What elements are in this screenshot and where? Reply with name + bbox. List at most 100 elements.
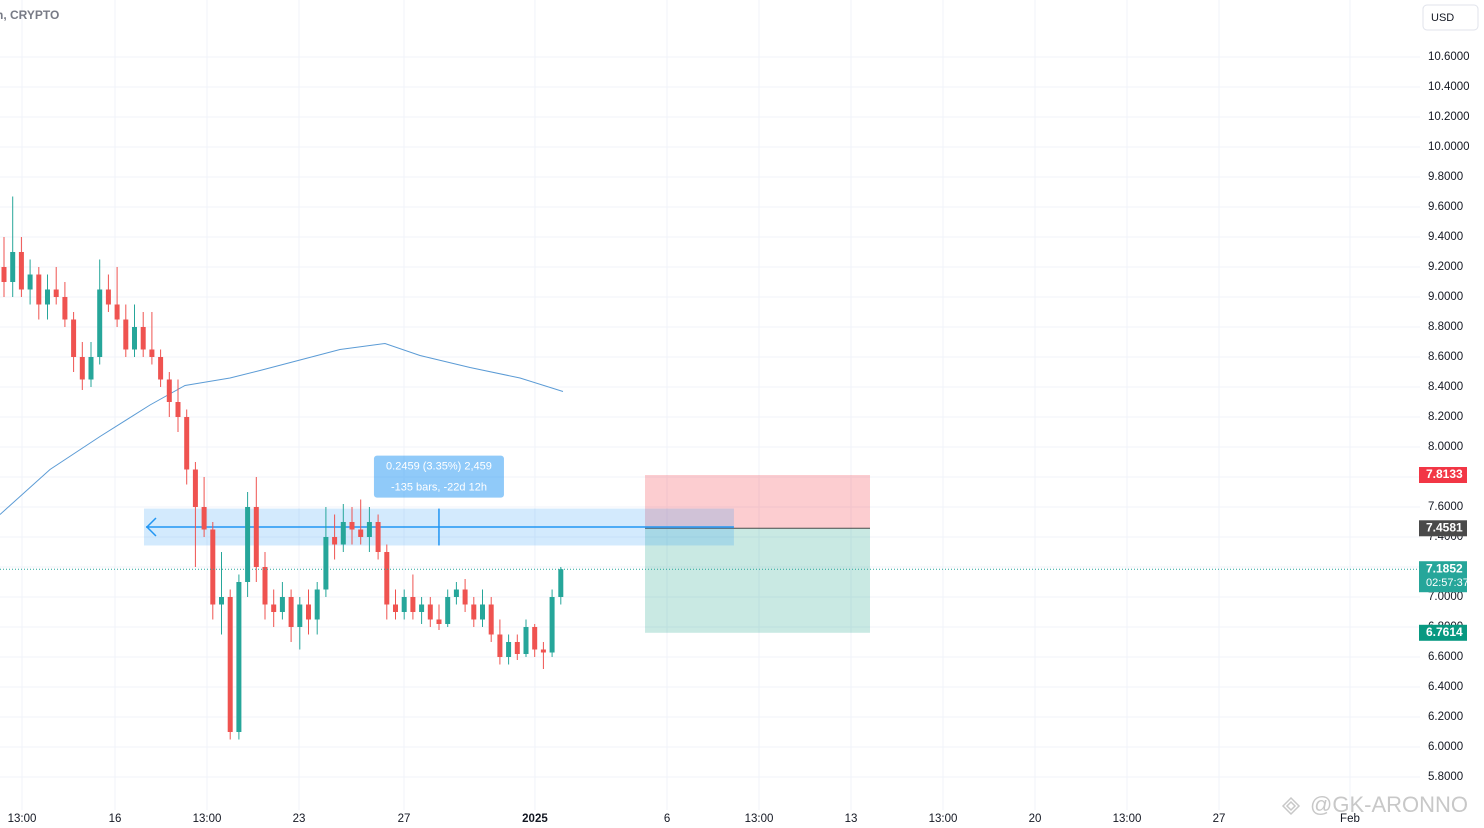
candle-body: [210, 529, 216, 605]
symbol-header: n, CRYPTO: [0, 8, 59, 22]
candle-body: [149, 349, 155, 357]
currency-button[interactable]: [1422, 4, 1479, 31]
y-tick-label: 8.2000: [1428, 411, 1463, 423]
y-tick-label: 10.6000: [1428, 51, 1470, 63]
y-tick-label: 10.2000: [1428, 111, 1470, 123]
candle-body: [497, 634, 503, 657]
candle-body: [427, 604, 433, 620]
x-tick-label: 27: [398, 813, 411, 825]
x-tick-label: 13:00: [1113, 813, 1142, 825]
candle-body: [192, 469, 198, 507]
candle-body: [549, 597, 555, 653]
candle-body: [419, 604, 425, 612]
candle-body: [392, 604, 398, 612]
x-tick-label: 20: [1029, 813, 1042, 825]
candle-body: [340, 522, 346, 545]
candle-body: [384, 552, 390, 605]
x-tick-label: 13:00: [193, 813, 222, 825]
y-tick-label: 9.4000: [1428, 231, 1463, 243]
candle-body: [479, 604, 485, 620]
candle-body: [114, 304, 120, 320]
price-label-box: [1419, 561, 1467, 593]
candle-body: [10, 252, 16, 282]
x-tick-label: 2025: [522, 813, 548, 825]
candle-body: [366, 522, 372, 537]
candle-body: [401, 597, 407, 612]
candle-body: [462, 589, 468, 605]
x-tick-label: 23: [293, 813, 306, 825]
candle-body: [453, 589, 459, 597]
y-tick-label: 9.0000: [1428, 291, 1463, 303]
moving-average: [0, 342, 564, 515]
price-label: 7.1852: [1426, 561, 1463, 575]
x-tick-label: 27: [1213, 813, 1226, 825]
measure-label-box: [373, 455, 504, 498]
candle-body: [349, 522, 355, 530]
y-tick-label: 6.4000: [1428, 681, 1463, 693]
candle-body: [1, 267, 7, 282]
price-label-box: [1419, 520, 1467, 537]
price-label: 7.4581: [1426, 520, 1463, 534]
candle-body: [532, 627, 538, 650]
candle-body: [323, 537, 329, 590]
y-tick-label: 6.0000: [1428, 741, 1463, 753]
candle-body: [305, 604, 311, 620]
candle-body: [140, 327, 146, 350]
candle-body: [53, 289, 59, 297]
y-tick-label: 5.8000: [1428, 771, 1463, 783]
candle-body: [514, 642, 520, 654]
candle-body: [471, 604, 477, 620]
candle-body: [236, 582, 242, 732]
candle-body: [540, 649, 546, 653]
candle-body: [332, 537, 338, 545]
watermark: @GK-ARONNO: [1310, 792, 1468, 817]
candle-body: [436, 619, 442, 624]
candle-body: [375, 522, 381, 552]
candle-body: [18, 252, 24, 290]
candle-body: [175, 402, 181, 417]
candle-body: [166, 379, 172, 402]
candle-body: [45, 289, 51, 305]
countdown: 02:57:37: [1426, 577, 1469, 589]
candle-body: [36, 274, 42, 305]
measure-arrowhead: [145, 517, 157, 537]
candle-body: [314, 589, 320, 620]
candle-body: [523, 627, 529, 654]
price-label-box: [1419, 624, 1467, 641]
candle-body: [410, 597, 416, 612]
candle-body: [218, 597, 224, 605]
candle-body: [558, 569, 564, 597]
y-tick-label: 9.6000: [1428, 201, 1463, 213]
candle-body: [227, 597, 233, 732]
stop-zone: [645, 475, 870, 529]
candle-body: [123, 319, 129, 350]
currency-label[interactable]: USD: [1431, 12, 1454, 24]
candle-body: [297, 604, 303, 627]
candle-body: [445, 597, 451, 624]
price-label: 7.8133: [1426, 467, 1463, 481]
candle-body: [253, 507, 259, 567]
y-tick-label: 6.6000: [1428, 651, 1463, 663]
candle-body: [488, 604, 494, 635]
x-tick-label: Feb: [1340, 813, 1360, 825]
x-tick-label: 16: [109, 813, 122, 825]
candle-body: [62, 297, 68, 320]
y-tick-label: 7.6000: [1428, 501, 1463, 513]
candle-body: [105, 289, 111, 305]
grid: [0, 0, 1420, 810]
price-label: 6.7614: [1426, 625, 1463, 639]
price-labels: 7.8133 7.4581 6.7614 7.1852 02:57:37: [1419, 467, 1469, 641]
candle-body: [184, 417, 190, 470]
candle-body: [201, 507, 207, 530]
candle-body: [132, 327, 138, 350]
x-tick-label: 13:00: [929, 813, 958, 825]
candle-body: [262, 567, 268, 605]
candle-body: [27, 274, 33, 290]
candle-body: [158, 357, 164, 380]
candle-body: [506, 642, 512, 657]
measure-label: 0.2459 (3.35%) 2,459: [386, 460, 492, 472]
y-tick-label: 9.2000: [1428, 261, 1463, 273]
candle-body: [88, 357, 94, 380]
candle-body: [245, 507, 251, 582]
y-tick-label: 8.6000: [1428, 351, 1463, 363]
